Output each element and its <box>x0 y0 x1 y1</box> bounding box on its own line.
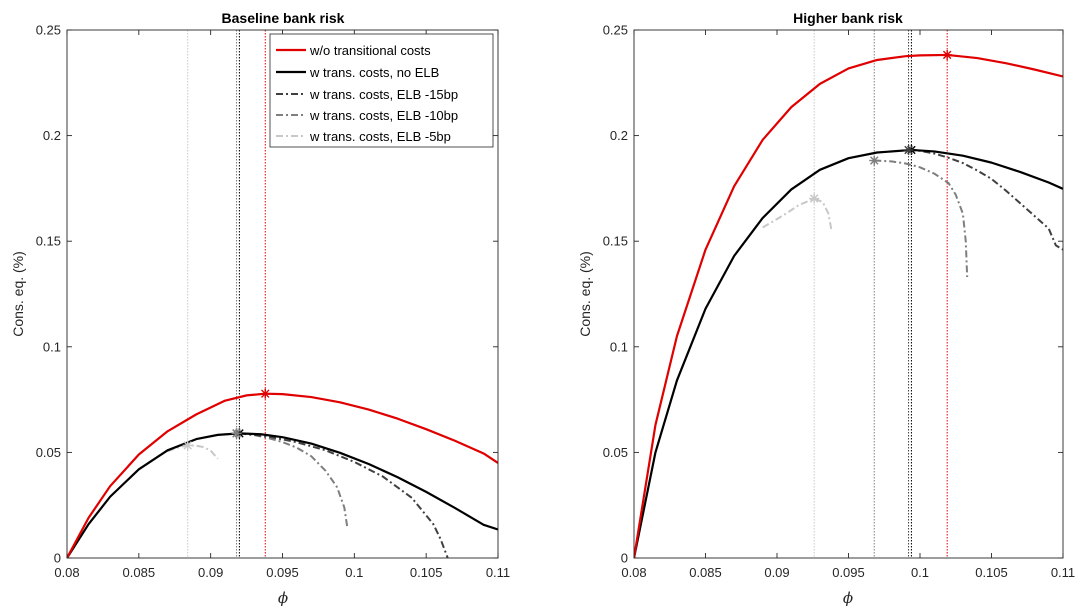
right-y-tick-label: 0.15 <box>603 234 628 249</box>
right-x-tick-label: 0.1 <box>911 565 929 580</box>
right-x-axis-label: ϕ <box>843 589 853 607</box>
right-x-tick-label: 0.105 <box>975 565 1008 580</box>
legend-entry-elb-5: w trans. costs, ELB -5bp <box>309 129 451 144</box>
right-optimum-marker-w-o-transitional-costs <box>942 49 953 60</box>
left-y-tick-label: 0.2 <box>43 128 61 143</box>
left-x-tick-label: 0.085 <box>123 565 156 580</box>
left-y-tick-label: 0.25 <box>36 23 61 38</box>
right-optimum-marker-w-trans-costs-elb-15bp <box>903 144 914 155</box>
right-y-tick-label: 0.1 <box>610 339 628 354</box>
left-y-axis-label: Cons. eq. (%) <box>10 251 26 337</box>
left-optimum-marker-w-o-transitional-costs <box>260 388 271 399</box>
legend-entry-elb-10: w trans. costs, ELB -10bp <box>309 108 458 123</box>
right-y-tick-label: 0.25 <box>603 23 628 38</box>
left-x-tick-label: 0.08 <box>54 565 79 580</box>
right-optimum-marker-w-trans-costs-elb-10bp <box>869 155 880 166</box>
legend-entry-no-elb: w trans. costs, no ELB <box>309 65 439 80</box>
right-y-tick-label: 0.05 <box>603 445 628 460</box>
right-y-axis-label: Cons. eq. (%) <box>577 251 593 337</box>
left-series-w-trans-costs-elb-15bp <box>239 432 449 558</box>
right-chart-title: Higher bank risk <box>793 10 903 26</box>
left-x-axis-label: ϕ <box>278 589 288 607</box>
left-x-tick-label: 0.09 <box>198 565 223 580</box>
right-x-tick-label: 0.08 <box>621 565 646 580</box>
left-y-tick-label: 0 <box>54 551 61 566</box>
right-x-tick-label: 0.09 <box>764 565 789 580</box>
right-x-tick-label: 0.095 <box>832 565 865 580</box>
panel-left: Baseline bank risk Cons. eq. (%) ϕ 0.08 0… <box>10 10 510 607</box>
left-x-tick-label: 0.11 <box>486 565 510 580</box>
right-plot-area: 0.08 0.085 0.09 0.095 0.1 0.105 0.11 0 0.05 0.1 0.… <box>603 23 1075 581</box>
left-series-w-trans-costs-no-elb <box>67 432 498 558</box>
right-series-w-o-transitional-costs <box>634 53 1063 558</box>
right-series-w-trans-costs-elb-10bp <box>874 159 969 278</box>
legend-box <box>269 33 494 148</box>
right-x-tick-label: 0.11 <box>1051 565 1075 580</box>
left-chart-title: Baseline bank risk <box>222 10 345 26</box>
left-y-tick-label: 0.1 <box>43 339 61 354</box>
left-optimum-marker-w-trans-costs-elb-10bp <box>231 428 242 439</box>
left-optimum-marker-w-trans-costs-elb-5bp <box>182 440 193 451</box>
right-y-tick-label: 0 <box>621 551 628 566</box>
panel-right: Higher bank risk Cons. eq. (%) ϕ 0.08 0.0… <box>577 10 1075 607</box>
left-x-tick-label: 0.1 <box>345 565 363 580</box>
left-y-tick-label: 0.15 <box>36 234 61 249</box>
right-series-w-trans-costs-elb-15bp <box>908 148 1063 251</box>
left-x-tick-label: 0.105 <box>410 565 443 580</box>
right-y-tick-label: 0.2 <box>610 128 628 143</box>
right-series-w-trans-costs-no-elb <box>634 148 1063 558</box>
legend-entry-no-costs: w/o transitional costs <box>309 43 431 58</box>
right-series-w-trans-costs-elb-5bp <box>762 197 833 230</box>
legend: w/o transitional costs w trans. costs, n… <box>269 33 494 148</box>
right-x-tick-label: 0.085 <box>689 565 722 580</box>
left-series-w-o-transitional-costs <box>67 392 498 558</box>
legend-entry-elb-15: w trans. costs, ELB -15bp <box>309 87 458 102</box>
left-x-tick-label: 0.095 <box>266 565 299 580</box>
left-y-tick-label: 0.05 <box>36 445 61 460</box>
right-optimum-marker-w-trans-costs-elb-5bp <box>809 193 820 204</box>
left-plot-area: 0.08 0.085 0.09 0.095 0.1 0.105 0.11 0 0.05 0.1 0.… <box>36 23 510 581</box>
